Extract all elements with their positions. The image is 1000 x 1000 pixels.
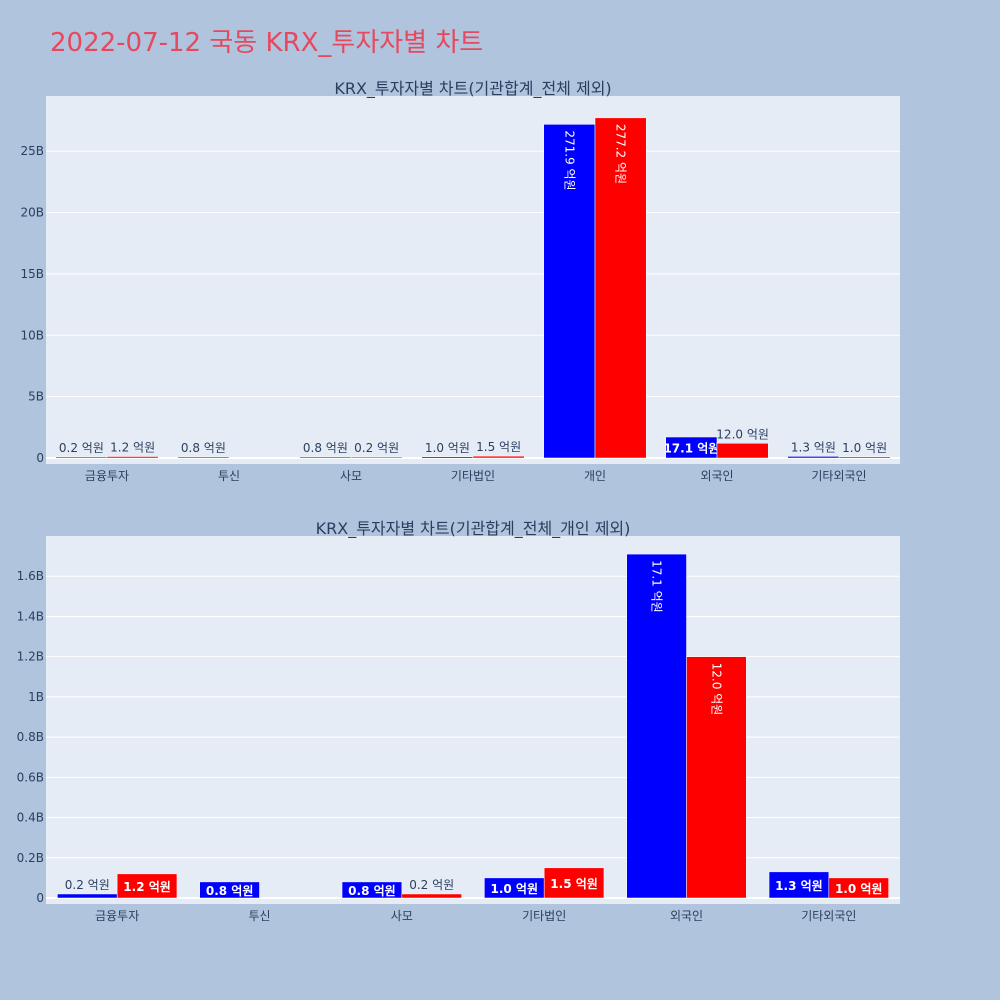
y-tick-label: 0.8B bbox=[17, 730, 44, 744]
bar bbox=[838, 456, 891, 459]
bar bbox=[350, 456, 403, 459]
bar bbox=[472, 455, 525, 459]
data-label: 1.0 억원 bbox=[425, 441, 470, 455]
x-tick-label: 사모 bbox=[340, 469, 362, 483]
plot-area bbox=[46, 536, 900, 904]
x-tick-label: 투신 bbox=[248, 909, 270, 923]
y-tick-label: 25B bbox=[20, 144, 44, 158]
bar bbox=[686, 656, 747, 899]
data-label: 17.1 억원 bbox=[650, 560, 664, 613]
y-tick-label: 15B bbox=[20, 267, 44, 281]
bar bbox=[626, 553, 687, 899]
bar-chart-top: KRX_투자자별 차트(기관합계_전체 제외) 0 5B 10B 15B 20B 25B 금융… bbox=[20, 79, 900, 483]
x-tick-label: 기타외국인 bbox=[811, 469, 866, 483]
x-tick-label: 사모 bbox=[391, 909, 413, 923]
data-label: 1.0 억원 bbox=[835, 882, 883, 896]
data-label: 277.2 억원 bbox=[614, 124, 628, 184]
data-label: 271.9 억원 bbox=[562, 130, 576, 190]
bar bbox=[828, 877, 889, 899]
x-tick-label: 외국인 bbox=[700, 469, 733, 483]
bar bbox=[768, 871, 830, 899]
y-tick-label: 5B bbox=[28, 390, 44, 404]
y-tick-label: 0.2B bbox=[17, 851, 44, 865]
plot-area bbox=[46, 96, 900, 464]
data-label: 12.0 억원 bbox=[709, 663, 723, 716]
x-tick-label: 금융투자 bbox=[85, 469, 129, 483]
y-tick-label: 1.4B bbox=[17, 609, 44, 623]
bar bbox=[421, 456, 474, 459]
bar bbox=[199, 881, 260, 899]
data-label: 0.2 억원 bbox=[65, 878, 110, 892]
y-tick-label: 1.2B bbox=[17, 650, 44, 664]
x-tick-label: 기타법인 bbox=[451, 469, 495, 483]
bar bbox=[787, 456, 840, 459]
bar bbox=[57, 893, 118, 899]
data-label: 0.8 억원 bbox=[206, 884, 254, 898]
data-label: 0.2 억원 bbox=[409, 878, 454, 892]
data-label: 1.5 억원 bbox=[476, 440, 521, 454]
data-label: 0.8 억원 bbox=[348, 884, 396, 898]
bar-chart-bottom: KRX_투자자별 차트(기관합계_전체_개인 제외) 0 0.2B 0.4B 0.6B 0… bbox=[17, 519, 900, 923]
y-tick-label: 20B bbox=[20, 206, 44, 220]
bar bbox=[106, 456, 159, 459]
y-tick-label: 0 bbox=[36, 451, 44, 465]
data-label: 1.3 억원 bbox=[791, 440, 836, 454]
x-tick-label: 투신 bbox=[218, 469, 240, 483]
y-tick-label: 1B bbox=[28, 690, 44, 704]
chart-title: KRX_투자자별 차트(기관합계_전체_개인 제외) bbox=[316, 519, 631, 539]
data-label: 1.3 억원 bbox=[775, 879, 823, 893]
y-tick-label: 0.6B bbox=[17, 770, 44, 784]
y-tick-label: 10B bbox=[20, 328, 44, 342]
data-label: 1.5 억원 bbox=[550, 877, 598, 891]
x-tick-label: 외국인 bbox=[670, 909, 703, 923]
page-title: 2022-07-12 국동 KRX_투자자별 차트 bbox=[50, 28, 484, 58]
bar bbox=[594, 117, 647, 459]
data-label: 0.8 억원 bbox=[181, 441, 226, 455]
data-label: 1.0 억원 bbox=[491, 882, 539, 896]
data-label: 17.1 억원 bbox=[663, 442, 719, 456]
data-label: 0.2 억원 bbox=[354, 441, 399, 455]
x-tick-label: 금융투자 bbox=[95, 909, 139, 923]
data-label: 0.2 억원 bbox=[59, 441, 104, 455]
data-label: 1.0 억원 bbox=[842, 441, 887, 455]
bar bbox=[401, 893, 462, 899]
bar bbox=[55, 456, 108, 459]
bar bbox=[116, 873, 178, 899]
bar bbox=[341, 881, 403, 899]
y-tick-label: 0.4B bbox=[17, 811, 44, 825]
bar bbox=[177, 456, 230, 459]
y-tick-label: 0 bbox=[36, 891, 44, 905]
data-label: 12.0 억원 bbox=[716, 427, 769, 441]
chart-title: KRX_투자자별 차트(기관합계_전체 제외) bbox=[334, 79, 611, 99]
data-label: 1.2 억원 bbox=[110, 441, 155, 455]
x-tick-label: 기타법인 bbox=[522, 909, 566, 923]
x-tick-label: 기타외국인 bbox=[801, 909, 856, 923]
x-tick-label: 개인 bbox=[584, 469, 606, 483]
bar bbox=[716, 443, 769, 459]
data-label: 0.8 억원 bbox=[303, 441, 348, 455]
bar bbox=[299, 456, 352, 459]
data-label: 1.2 억원 bbox=[123, 880, 171, 894]
bar bbox=[543, 867, 605, 899]
y-tick-label: 1.6B bbox=[17, 569, 44, 583]
